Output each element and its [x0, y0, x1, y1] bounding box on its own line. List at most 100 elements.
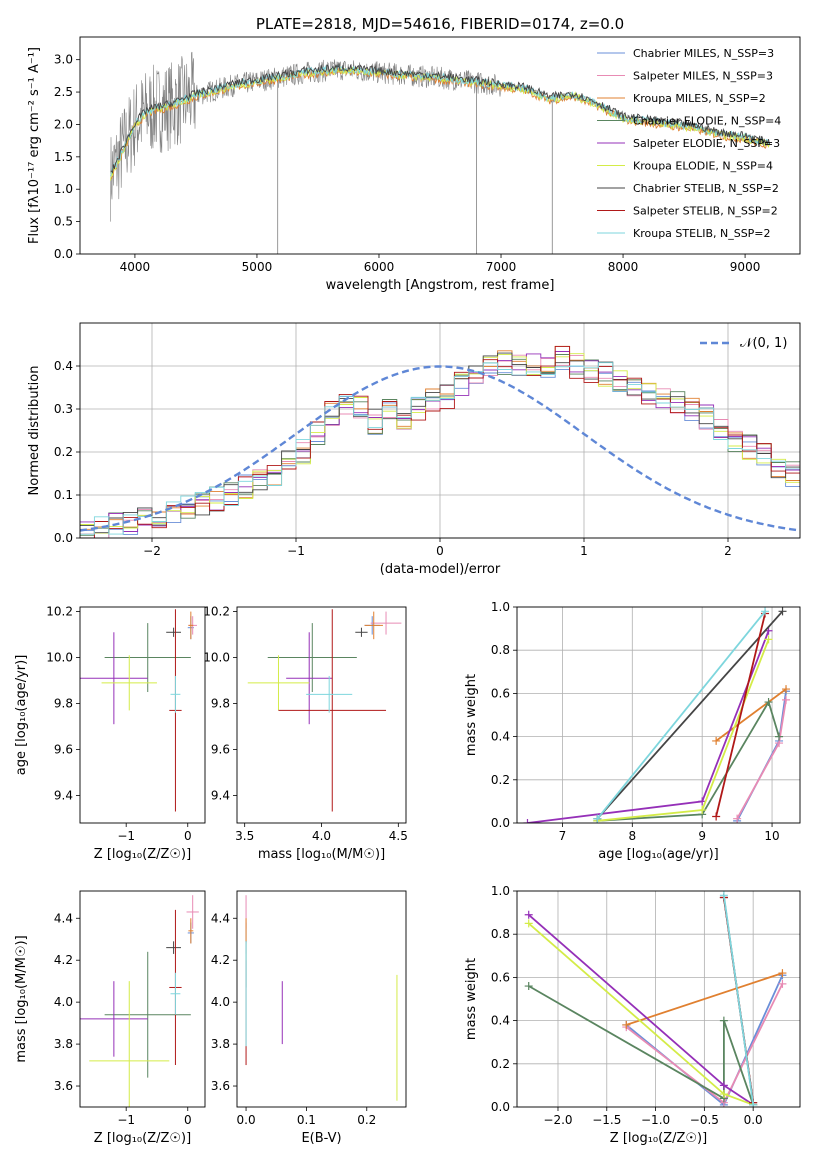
x-axis-label: (data-model)/error: [380, 562, 501, 577]
histogram-salpeter_stelib: [80, 345, 800, 538]
x-tick-label: 5000: [242, 260, 273, 274]
plot-frame: [79, 890, 206, 1108]
y-tick-label: 1.5: [54, 150, 73, 164]
series-marker-kroupa_miles: [782, 685, 791, 694]
x-tick-label: 4.5: [389, 829, 408, 843]
y-axis-label: mass [log₁₀(M/M☉)]: [14, 935, 29, 1062]
legend-entry: Kroupa STELIB, N_SSP=2: [633, 227, 771, 240]
series-line-salpeter_miles: [736, 699, 787, 820]
y-tick-label: 3.8: [211, 1037, 230, 1051]
x-axis-label: E(B-V): [301, 1131, 341, 1146]
residuals-plot-area: [80, 345, 800, 538]
x-axis-label: age [log₁₀(age/yr)]: [598, 847, 719, 862]
series-marker-kroupa_elodie: [764, 635, 773, 644]
y-tick-label: 0.4: [491, 1014, 510, 1028]
series-marker-kroupa_miles: [778, 969, 787, 978]
spectrum-legend: Chabrier MILES, N_SSP=3 Salpeter MILES, N…: [597, 47, 781, 240]
mass_weight_vs_age-plot-area: [523, 607, 791, 823]
x-tick-label: 7: [559, 829, 567, 843]
histogram-salpeter_miles: [80, 354, 800, 538]
mass_vs_ebv-panel: 0.0 0.1 0.2 3.6 3.8 4.0 4.2 4.4 E(B-V): [211, 890, 407, 1146]
y-tick-label: 0.4: [54, 359, 73, 373]
y-tick-label: 10.0: [203, 651, 230, 665]
legend-entry: Chabrier ELODIE, N_SSP=4: [633, 115, 781, 128]
y-axis-label: mass weight: [464, 958, 479, 1040]
y-tick-label: 9.4: [54, 788, 73, 802]
y-tick-label: 0.0: [54, 531, 73, 545]
y-tick-label: 0.3: [54, 402, 73, 416]
y-tick-label: 9.6: [211, 742, 230, 756]
y-tick-label: 3.8: [54, 1037, 73, 1051]
x-tick-label: −1: [117, 1113, 135, 1127]
x-tick-label: 10: [764, 829, 779, 843]
series-marker-kroupa_miles: [622, 1020, 631, 1029]
x-tick-label: 7000: [486, 260, 517, 274]
x-tick-label: 0.1: [297, 1113, 316, 1127]
series-marker-kroupa_elodie: [719, 1090, 728, 1099]
series-line-chabrier_miles: [736, 691, 787, 822]
legend-entry: Salpeter MILES, N_SSP=3: [633, 70, 773, 83]
series-line-kroupa_miles: [715, 688, 787, 742]
legend-entry: Salpeter STELIB, N_SSP=2: [633, 205, 778, 218]
y-tick-label: 0.2: [54, 445, 73, 459]
mass_vs_z-plot-area: [80, 895, 199, 1107]
x-axis-label: wavelength [Angstrom, rest frame]: [326, 278, 555, 293]
y-tick-label: 0.8: [491, 927, 510, 941]
series-marker-kroupa_stelib: [761, 607, 770, 616]
x-tick-label: 0: [184, 829, 192, 843]
x-tick-label: −0.5: [690, 1113, 719, 1127]
y-tick-label: 3.6: [54, 1079, 73, 1093]
series-line-chabrier_stelib: [596, 610, 784, 820]
y-tick-label: 0.8: [491, 643, 510, 657]
legend-entry: Chabrier MILES, N_SSP=3: [633, 47, 774, 60]
series-marker-kroupa_elodie: [698, 806, 707, 815]
age_vs_z-plot-area: [80, 609, 197, 812]
series-marker-kroupa_stelib: [749, 1100, 758, 1107]
plot-frame: [516, 890, 801, 1108]
y-tick-label: 3.0: [54, 53, 73, 67]
x-tick-label: 0.0: [744, 1113, 763, 1127]
figure-title: PLATE=2818, MJD=54616, FIBERID=0174, z=0…: [256, 15, 624, 33]
y-tick-label: 2.0: [54, 117, 73, 131]
series-line-kroupa_stelib: [723, 895, 755, 1105]
x-tick-label: 1: [580, 544, 588, 558]
series-marker-salpeter_miles: [733, 814, 742, 823]
series-line-chabrier_elodie: [528, 985, 755, 1106]
legend-entry: Chabrier STELIB, N_SSP=2: [633, 182, 779, 195]
series-marker-kroupa_stelib: [719, 891, 728, 900]
mass_vs_ebv-plot-area: [245, 895, 398, 1101]
y-tick-label: 0.5: [54, 215, 73, 229]
x-tick-label: 0: [184, 1113, 192, 1127]
series-marker-chabrier_elodie: [524, 982, 533, 991]
series-line-kroupa_miles: [626, 972, 783, 1026]
y-axis-label: Normed distribution: [27, 366, 42, 496]
series-line-kroupa_stelib: [596, 610, 766, 820]
series-line-chabrier_elodie: [597, 699, 780, 822]
age_vs_mass-plot-area: [247, 609, 402, 812]
x-tick-label: −1.5: [592, 1113, 621, 1127]
y-tick-label: 10.0: [46, 651, 73, 665]
x-tick-label: 8: [628, 829, 636, 843]
y-tick-label: 0.0: [491, 1100, 510, 1114]
x-tick-label: 9: [698, 829, 706, 843]
y-tick-label: 10.2: [203, 605, 230, 619]
plot-frame: [79, 322, 801, 539]
plot-frame: [79, 36, 801, 255]
age_vs_mass-panel: 3.5 4.0 4.5 9.4 9.6 9.8 10.0 10.2 mass [log₁₀(M/…: [203, 605, 408, 862]
legend-entry: Kroupa ELODIE, N_SSP=4: [633, 160, 773, 173]
histogram-kroupa_stelib: [80, 362, 800, 535]
series-marker-salpeter_elodie: [524, 910, 533, 919]
y-tick-label: 9.8: [211, 697, 230, 711]
y-tick-label: 9.6: [54, 742, 73, 756]
x-tick-label: 8000: [608, 260, 639, 274]
y-tick-label: 0.2: [491, 1057, 510, 1071]
series-marker-salpeter_elodie: [719, 1081, 728, 1090]
y-tick-label: 0.0: [54, 247, 73, 261]
y-tick-label: 4.0: [54, 995, 73, 1009]
y-tick-label: 9.4: [211, 788, 230, 802]
y-tick-label: 0.0: [491, 816, 510, 830]
y-tick-label: 4.4: [211, 911, 230, 925]
series-marker-chabrier_elodie: [764, 698, 773, 707]
series-marker-chabrier_elodie: [775, 732, 784, 741]
x-tick-label: 6000: [364, 260, 395, 274]
